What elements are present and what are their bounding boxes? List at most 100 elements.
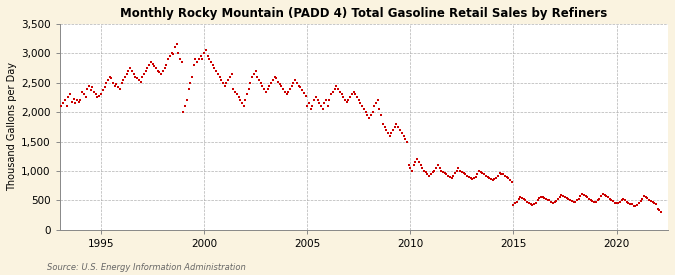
- Point: [516, 196, 527, 200]
- Point: [72, 98, 82, 103]
- Point: [58, 101, 69, 106]
- Point: [148, 64, 159, 68]
- Point: [626, 202, 637, 207]
- Point: [532, 198, 543, 203]
- Point: [618, 197, 628, 201]
- Point: [305, 107, 316, 111]
- Point: [166, 51, 177, 56]
- Point: [144, 63, 155, 67]
- Point: [164, 54, 175, 59]
- Point: [350, 92, 360, 97]
- Point: [425, 172, 436, 176]
- Point: [271, 76, 281, 80]
- Point: [429, 169, 440, 173]
- Point: [554, 195, 565, 199]
- Point: [651, 202, 661, 206]
- Point: [510, 201, 520, 205]
- Point: [269, 75, 280, 79]
- Point: [594, 196, 605, 201]
- Point: [637, 196, 648, 201]
- Point: [274, 82, 285, 86]
- Point: [437, 170, 448, 174]
- Point: [539, 196, 549, 200]
- Point: [82, 86, 92, 91]
- Point: [494, 171, 505, 175]
- Point: [277, 86, 288, 91]
- Point: [375, 113, 386, 117]
- Point: [122, 72, 132, 76]
- Point: [213, 72, 223, 76]
- Point: [365, 113, 376, 117]
- Point: [635, 199, 646, 203]
- Point: [414, 160, 425, 164]
- Point: [312, 98, 323, 103]
- Point: [119, 75, 130, 79]
- Point: [334, 89, 345, 94]
- Point: [198, 51, 209, 56]
- Point: [371, 101, 381, 106]
- Point: [307, 104, 318, 108]
- Text: Source: U.S. Energy Information Administration: Source: U.S. Energy Information Administ…: [47, 263, 246, 272]
- Point: [211, 69, 221, 73]
- Point: [126, 69, 137, 73]
- Point: [333, 86, 344, 91]
- Point: [597, 192, 608, 197]
- Point: [496, 172, 507, 176]
- Point: [603, 195, 614, 200]
- Point: [463, 175, 474, 179]
- Point: [403, 163, 414, 167]
- Point: [182, 98, 192, 103]
- Point: [84, 83, 95, 88]
- Point: [431, 166, 441, 170]
- Point: [244, 86, 254, 91]
- Point: [547, 200, 558, 205]
- Point: [534, 196, 545, 200]
- Point: [183, 86, 194, 91]
- Point: [261, 89, 271, 94]
- Point: [551, 199, 562, 203]
- Point: [543, 197, 554, 202]
- Point: [128, 72, 139, 76]
- Point: [578, 193, 589, 197]
- Point: [582, 195, 593, 200]
- Point: [321, 98, 331, 103]
- Point: [512, 199, 522, 204]
- Point: [448, 174, 458, 178]
- Point: [468, 176, 479, 180]
- Point: [326, 92, 337, 97]
- Point: [493, 174, 504, 178]
- Point: [250, 69, 261, 73]
- Point: [168, 52, 179, 57]
- Point: [421, 170, 431, 174]
- Point: [316, 104, 327, 108]
- Point: [59, 98, 70, 103]
- Point: [286, 83, 297, 88]
- Point: [85, 87, 96, 92]
- Point: [118, 78, 129, 82]
- Point: [238, 104, 249, 108]
- Point: [78, 92, 89, 97]
- Point: [228, 86, 239, 91]
- Point: [591, 199, 601, 204]
- Point: [458, 171, 469, 175]
- Point: [565, 197, 576, 202]
- Point: [116, 81, 127, 85]
- Point: [374, 107, 385, 111]
- Point: [279, 89, 290, 94]
- Point: [346, 92, 357, 97]
- Point: [153, 69, 163, 73]
- Point: [216, 78, 227, 82]
- Point: [656, 210, 667, 214]
- Point: [525, 202, 536, 206]
- Point: [314, 101, 325, 106]
- Point: [633, 201, 644, 205]
- Point: [142, 66, 153, 70]
- Point: [173, 51, 184, 56]
- Point: [80, 95, 91, 100]
- Point: [531, 200, 541, 205]
- Point: [245, 81, 256, 85]
- Point: [252, 75, 263, 79]
- Point: [254, 78, 265, 82]
- Point: [230, 89, 240, 94]
- Point: [362, 113, 373, 117]
